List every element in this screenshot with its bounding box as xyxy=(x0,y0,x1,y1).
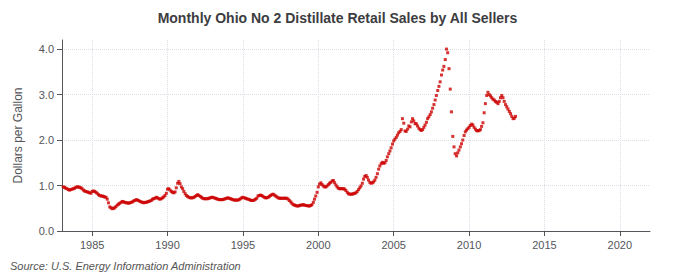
svg-text:2010: 2010 xyxy=(457,239,481,251)
svg-text:Dollars per Gallon: Dollars per Gallon xyxy=(11,87,25,183)
svg-text:1.0: 1.0 xyxy=(39,180,54,192)
svg-text:2005: 2005 xyxy=(381,239,405,251)
svg-text:1990: 1990 xyxy=(155,239,179,251)
svg-text:2.0: 2.0 xyxy=(39,134,54,146)
svg-text:4.0: 4.0 xyxy=(39,43,54,55)
svg-text:Source: U.S. Energy Informatio: Source: U.S. Energy Information Administ… xyxy=(10,260,241,272)
svg-text:1985: 1985 xyxy=(80,239,104,251)
svg-text:2020: 2020 xyxy=(608,239,632,251)
svg-text:3.0: 3.0 xyxy=(39,89,54,101)
svg-text:1995: 1995 xyxy=(231,239,255,251)
svg-text:2000: 2000 xyxy=(306,239,330,251)
svg-text:0.0: 0.0 xyxy=(39,225,54,237)
svg-text:2015: 2015 xyxy=(532,239,556,251)
svg-text:Monthly Ohio No 2 Distillate R: Monthly Ohio No 2 Distillate Retail Sale… xyxy=(158,10,518,26)
